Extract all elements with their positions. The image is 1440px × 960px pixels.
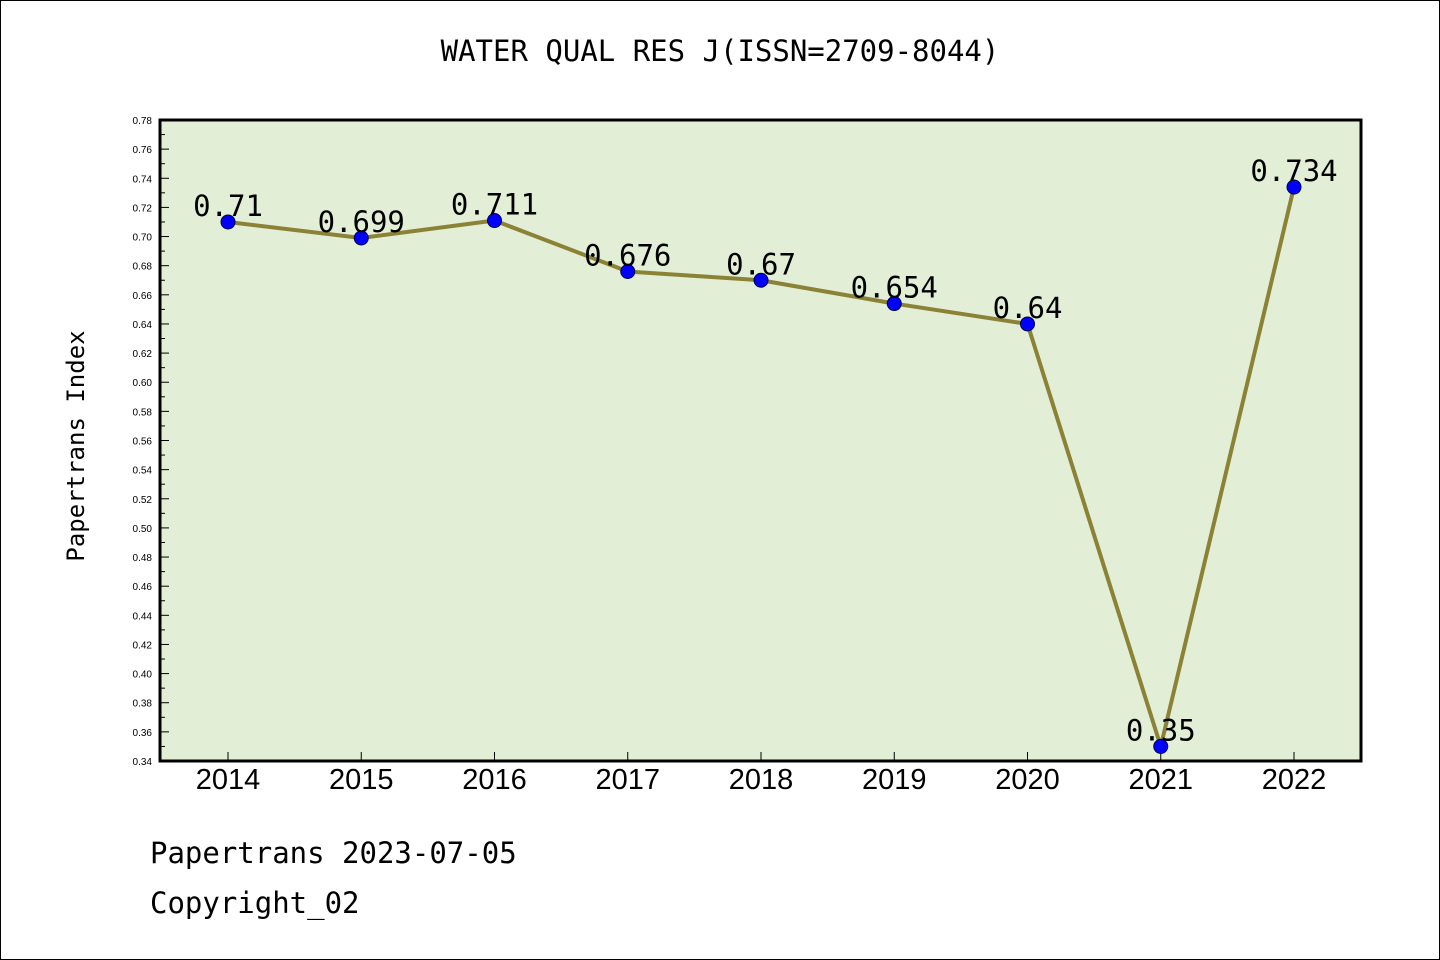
y-tick-label: 0.60 <box>133 378 153 389</box>
y-tick-label: 0.50 <box>133 524 153 535</box>
data-point <box>1020 316 1035 332</box>
plot-area <box>160 120 1361 761</box>
data-point <box>886 296 902 312</box>
y-tick-label: 0.48 <box>133 553 153 564</box>
y-tick-label: 0.66 <box>133 291 153 302</box>
footer-copyright: Copyright_02 <box>150 886 360 920</box>
data-point <box>353 230 369 246</box>
y-tick-label: 0.46 <box>133 582 153 593</box>
data-point <box>487 213 502 229</box>
y-tick-label: 0.54 <box>133 466 153 477</box>
x-tick-label: 2015 <box>329 764 394 796</box>
x-tick-label: 2018 <box>729 764 794 796</box>
y-tick-label: 0.38 <box>133 699 153 710</box>
data-point <box>1153 738 1169 754</box>
chart-title: WATER QUAL RES J(ISSN=2709-8044) <box>440 34 1000 68</box>
data-point <box>220 214 236 230</box>
y-tick-label: 0.40 <box>133 670 153 681</box>
y-tick-label: 0.68 <box>133 262 153 273</box>
y-tick-label: 0.70 <box>133 233 153 244</box>
data-point <box>620 264 636 280</box>
data-label: 0.699 <box>318 205 405 239</box>
y-tick-label: 0.34 <box>133 757 153 768</box>
data-label: 0.676 <box>584 239 671 273</box>
data-point <box>753 272 769 288</box>
data-label: 0.734 <box>1250 154 1337 188</box>
plot-frame <box>158 118 1363 763</box>
data-label: 0.711 <box>451 188 538 222</box>
footer-date: Papertrans 2023-07-05 <box>150 836 517 870</box>
y-tick-label: 0.36 <box>133 728 153 739</box>
x-tick-label: 2014 <box>196 764 261 796</box>
data-label: 0.654 <box>851 271 938 305</box>
y-tick-label: 0.56 <box>133 437 153 448</box>
y-tick-label: 0.44 <box>133 611 153 622</box>
y-tick-label: 0.52 <box>133 495 153 506</box>
data-label: 0.71 <box>193 189 263 223</box>
y-tick-label: 0.74 <box>133 174 153 185</box>
x-tick-label: 2021 <box>1128 764 1193 796</box>
y-tick-label: 0.72 <box>133 203 153 214</box>
y-tick-label: 0.62 <box>133 349 153 360</box>
x-tick-label: 2017 <box>595 764 660 796</box>
x-tick-label: 2016 <box>462 764 527 796</box>
y-tick-label: 0.78 <box>133 116 153 127</box>
data-label: 0.64 <box>993 291 1063 325</box>
y-tick-label: 0.76 <box>133 145 153 156</box>
y-tick-label: 0.42 <box>133 640 153 651</box>
data-label: 0.35 <box>1126 713 1196 747</box>
x-tick-label: 2019 <box>862 764 927 796</box>
y-tick-label: 0.64 <box>133 320 153 331</box>
y-tick-label: 0.58 <box>133 407 153 418</box>
x-tick-label: 2020 <box>995 764 1060 796</box>
data-label: 0.67 <box>726 247 796 281</box>
x-tick-label: 2022 <box>1262 764 1327 796</box>
data-point <box>1286 179 1302 195</box>
